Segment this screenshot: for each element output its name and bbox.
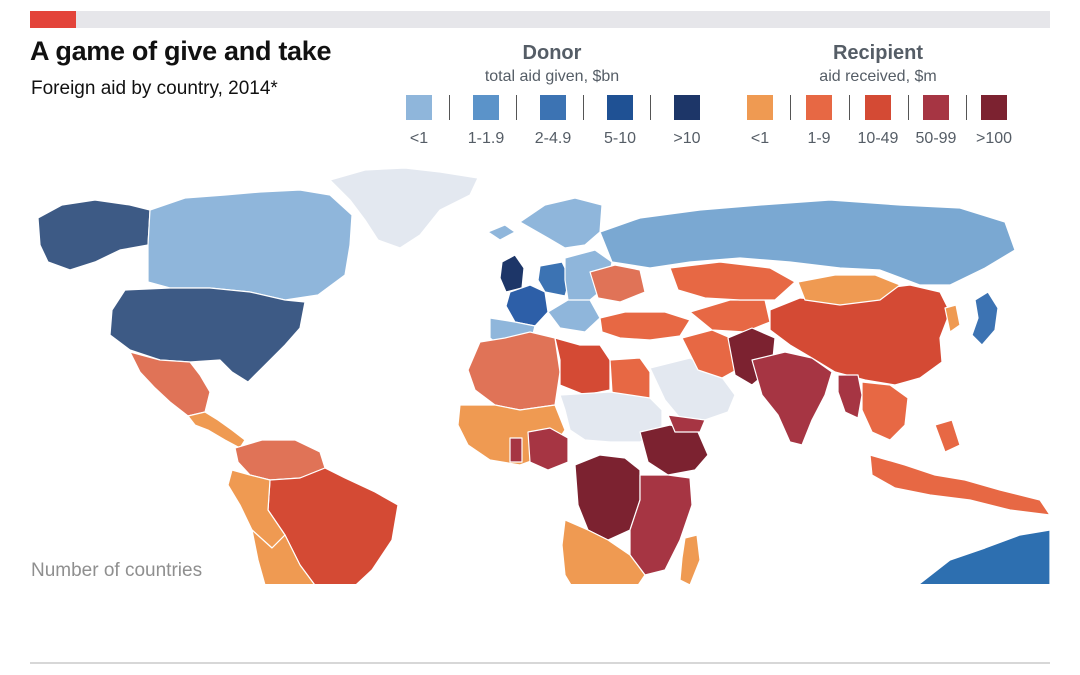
map-region-greenland: [329, 167, 479, 249]
legend-separator: [966, 95, 967, 120]
brand-tag: [30, 11, 76, 28]
map-region-east-africa: [629, 474, 693, 576]
map-region-libya: [554, 337, 611, 396]
recipient-legend-title: Recipient: [832, 42, 924, 64]
map-region-germany: [537, 261, 571, 297]
map-region-indonesia-philippines: [869, 419, 1050, 516]
recipient-bin-label: 10-49: [857, 130, 899, 147]
recipient-legend-subtitle: aid received, $m: [819, 68, 937, 85]
map-region-north-africa-west: [467, 331, 561, 411]
map-region-australia: [918, 529, 1050, 584]
legend-separator: [908, 95, 909, 120]
map-region-ukraine: [589, 264, 646, 303]
chart-subtitle: Foreign aid by country, 2014*: [31, 78, 278, 99]
map-region-yemen: [667, 414, 706, 433]
map-region-korea: [944, 304, 961, 333]
legend-separator: [516, 95, 517, 120]
map-region-iceland-scandinavia: [487, 197, 603, 249]
map-region-russia: [599, 199, 1016, 286]
map-region-turkey: [599, 311, 691, 341]
map-region-madagascar: [679, 534, 701, 584]
recipient-bin-label: >100: [975, 130, 1013, 147]
map-region-central-asia: [689, 299, 771, 333]
bottom-rule: [30, 662, 1050, 664]
recipient-swatch-lt1: [747, 95, 773, 120]
map-region-canada: [147, 189, 353, 301]
map-region-myanmar-bangladesh: [837, 374, 863, 419]
map-region-southeast-asia: [861, 381, 909, 441]
recipient-bin-label: 50-99: [915, 130, 957, 147]
footnote-label: Number of countries: [31, 560, 203, 581]
top-rule: [30, 11, 1050, 28]
map-region-uk: [499, 254, 525, 293]
recipient-swatch-gt100: [981, 95, 1007, 120]
map-region-argentina-chile: [251, 529, 315, 584]
map-region-kazakhstan: [669, 261, 796, 301]
map-region-congo-region: [574, 454, 641, 541]
donor-swatch-1-1.9: [473, 95, 499, 120]
legend-separator: [849, 95, 850, 120]
donor-bin-label: 5-10: [603, 130, 637, 147]
recipient-bin-label: 1-9: [807, 130, 831, 147]
donor-bin-label: <1: [409, 130, 429, 147]
map-region-mongolia: [797, 274, 901, 306]
map-region-france: [505, 284, 549, 327]
donor-bin-label: 2-4.9: [534, 130, 572, 147]
donor-bin-label: 1-1.9: [467, 130, 505, 147]
donor-swatch-lt1: [406, 95, 432, 120]
map-region-japan: [971, 291, 999, 346]
donor-bin-label: >10: [673, 130, 701, 147]
recipient-swatch-50-99: [923, 95, 949, 120]
recipient-swatch-1-9: [806, 95, 832, 120]
map-region-alaska: [37, 199, 151, 271]
map-region-southern-africa: [561, 519, 646, 584]
map-region-nigeria: [509, 427, 569, 471]
map-region-india: [751, 351, 833, 446]
legend-separator: [449, 95, 450, 120]
donor-legend-subtitle: total aid given, $bn: [484, 68, 620, 85]
recipient-bin-label: <1: [750, 130, 770, 147]
donor-swatch-5-10: [607, 95, 633, 120]
legend-separator: [583, 95, 584, 120]
map-region-united-states: [109, 287, 306, 383]
legend-separator: [650, 95, 651, 120]
map-region-central-america: [187, 411, 246, 449]
map-region-sahel-chad-sudan: [559, 391, 663, 443]
legend-separator: [790, 95, 791, 120]
donor-legend-title: Donor: [522, 42, 582, 64]
donor-swatch-2-4.9: [540, 95, 566, 120]
recipient-swatch-10-49: [865, 95, 891, 120]
donor-swatch-gt10: [674, 95, 700, 120]
chart-title: A game of give and take: [30, 36, 332, 66]
